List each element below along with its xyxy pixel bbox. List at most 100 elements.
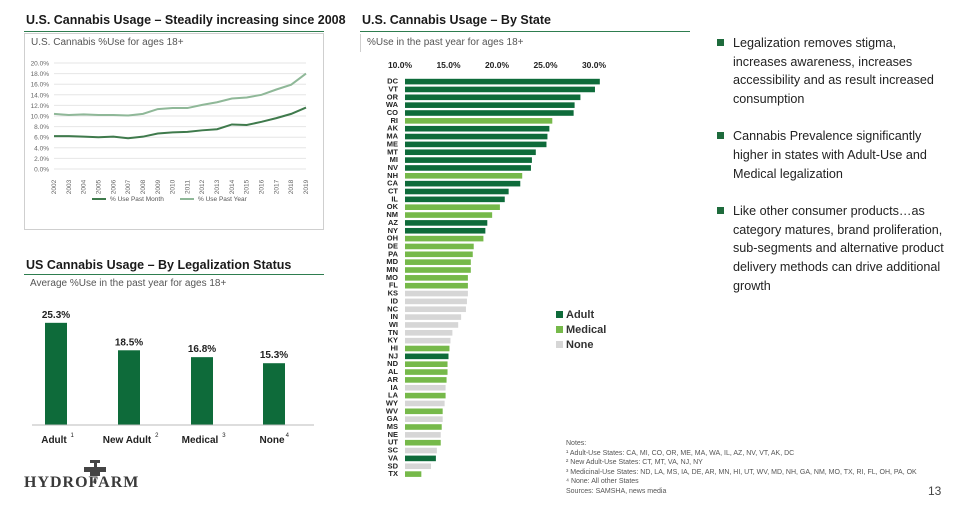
footnote-marker: 1 xyxy=(71,433,75,439)
state-label: MA xyxy=(386,132,398,141)
state-bar-nc xyxy=(405,306,466,313)
footnote-marker: 2 xyxy=(155,433,159,439)
state-bar-wv xyxy=(405,408,443,415)
category-label: Adult xyxy=(41,435,67,446)
state-bar-wa xyxy=(405,102,575,108)
state-label: AL xyxy=(388,367,398,376)
state-chart-title: U.S. Cannabis Usage – By State xyxy=(362,13,551,27)
y-tick-label: 16.0% xyxy=(31,82,50,89)
state-bar-ri xyxy=(405,118,553,124)
x-tick-label: 2002 xyxy=(51,179,58,194)
y-tick-label: 6.0% xyxy=(34,135,49,142)
y-tick-label: 14.0% xyxy=(31,92,50,99)
state-label: NM xyxy=(386,210,398,219)
faucet-icon xyxy=(84,460,106,484)
state-bar-il xyxy=(405,196,505,203)
state-bar-ny xyxy=(405,227,486,234)
state-label: OK xyxy=(387,202,399,211)
state-label: ME xyxy=(387,139,398,148)
y-tick-label: 12.0% xyxy=(31,103,50,110)
state-label: AR xyxy=(387,375,398,384)
state-bar-ma xyxy=(405,133,548,140)
state-bar-tx xyxy=(405,471,422,477)
key-points: Legalization removes stigma, increases a… xyxy=(717,34,952,314)
state-bar-co xyxy=(405,110,574,116)
x-tick-label: 15.0% xyxy=(436,60,461,70)
state-bar-wy xyxy=(405,400,445,407)
state-bar-ia xyxy=(405,384,446,391)
x-tick-label: 2010 xyxy=(170,179,177,194)
x-tick-label: 2004 xyxy=(81,179,88,194)
state-label: SD xyxy=(388,461,399,470)
state-bar-vt xyxy=(405,86,595,93)
state-bar-ga xyxy=(405,416,443,422)
state-label: TX xyxy=(388,469,398,478)
legend-label-adult: Adult xyxy=(566,309,595,321)
state-bar-ak xyxy=(405,125,550,132)
state-chart-legend: Adult Medical None xyxy=(556,308,606,353)
legend-item-none: None xyxy=(556,338,606,353)
state-bar-sd xyxy=(405,463,432,470)
state-bar-tn xyxy=(405,330,453,336)
footnote-new-adult: ² New Adult-Use States: CT, MT, VA, NJ, … xyxy=(566,459,703,467)
legend-swatch-medical xyxy=(556,326,563,333)
hydrofarm-logo: HYDROFARM xyxy=(24,457,144,497)
state-bar-md xyxy=(405,259,471,265)
x-tick-label: 2017 xyxy=(273,179,280,194)
state-label: NJ xyxy=(388,351,398,360)
bar-adult xyxy=(45,322,67,425)
x-tick-label: 2012 xyxy=(199,179,206,194)
state-bar-wi xyxy=(405,322,459,328)
state-bar-or xyxy=(405,94,581,101)
state-label: VT xyxy=(388,84,398,93)
legend-label-medical: Medical xyxy=(566,324,607,336)
state-chart-title-rule xyxy=(360,31,690,32)
state-label: RI xyxy=(391,116,399,125)
legend-item-adult: Adult xyxy=(556,308,606,323)
state-label: AK xyxy=(387,124,398,133)
state-bar-nd xyxy=(405,361,448,367)
state-label: CA xyxy=(387,179,398,188)
state-label: MT xyxy=(387,147,398,156)
state-label: WV xyxy=(386,406,398,415)
series-line-past-month xyxy=(54,106,307,140)
state-label: UT xyxy=(388,438,398,447)
state-bar-ut xyxy=(405,439,441,446)
state-bar-nh xyxy=(405,173,523,179)
state-bar-mn xyxy=(405,267,471,273)
state-label: NC xyxy=(387,304,398,313)
state-bar-ok xyxy=(405,204,500,210)
state-label: FL xyxy=(389,281,399,290)
line-chart-title: U.S. Cannabis Usage – Steadily increasin… xyxy=(26,13,346,27)
state-label: KY xyxy=(388,336,398,345)
state-bar-mt xyxy=(405,149,536,156)
x-tick-label: 2007 xyxy=(125,179,132,194)
bar-none xyxy=(263,363,285,425)
line-chart-subtitle: U.S. Cannabis %Use for ages 18+ xyxy=(31,37,184,48)
state-bar-fl xyxy=(405,282,468,289)
state-label: IA xyxy=(391,383,399,392)
state-chart-subtitle: %Use in the past year for ages 18+ xyxy=(367,37,524,48)
state-chart: 10.0% 15.0% 20.0% 25.0% 30.0%DCVTORWACORIAKM… xyxy=(386,60,607,478)
y-tick-label: 20.0% xyxy=(31,61,50,68)
state-bar-id xyxy=(405,298,467,305)
state-label: WY xyxy=(386,398,398,407)
state-bar-la xyxy=(405,392,446,399)
state-bar-va xyxy=(405,455,436,462)
bullet-1: Legalization removes stigma, increases a… xyxy=(717,34,952,108)
state-label: DC xyxy=(387,77,398,86)
state-bar-ky xyxy=(405,337,451,344)
bullet-marker xyxy=(717,132,724,140)
y-tick-label: 8.0% xyxy=(34,124,49,131)
state-bar-ms xyxy=(405,424,442,430)
x-tick-label: 2008 xyxy=(140,179,147,194)
state-label: MN xyxy=(386,265,398,274)
state-bar-oh xyxy=(405,235,484,242)
legend-label-past-month: % Use Past Month xyxy=(110,196,164,203)
bar-medical xyxy=(191,357,213,425)
state-bar-me xyxy=(405,141,547,148)
state-label: PA xyxy=(388,249,398,258)
bullet-3: Like other consumer products…as category… xyxy=(717,202,952,295)
state-label: IN xyxy=(391,312,399,321)
state-label: MO xyxy=(386,273,398,282)
